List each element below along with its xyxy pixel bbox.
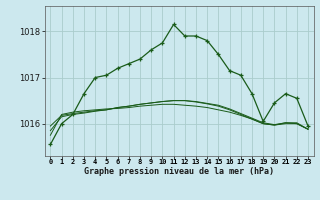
X-axis label: Graphe pression niveau de la mer (hPa): Graphe pression niveau de la mer (hPa) bbox=[84, 167, 274, 176]
